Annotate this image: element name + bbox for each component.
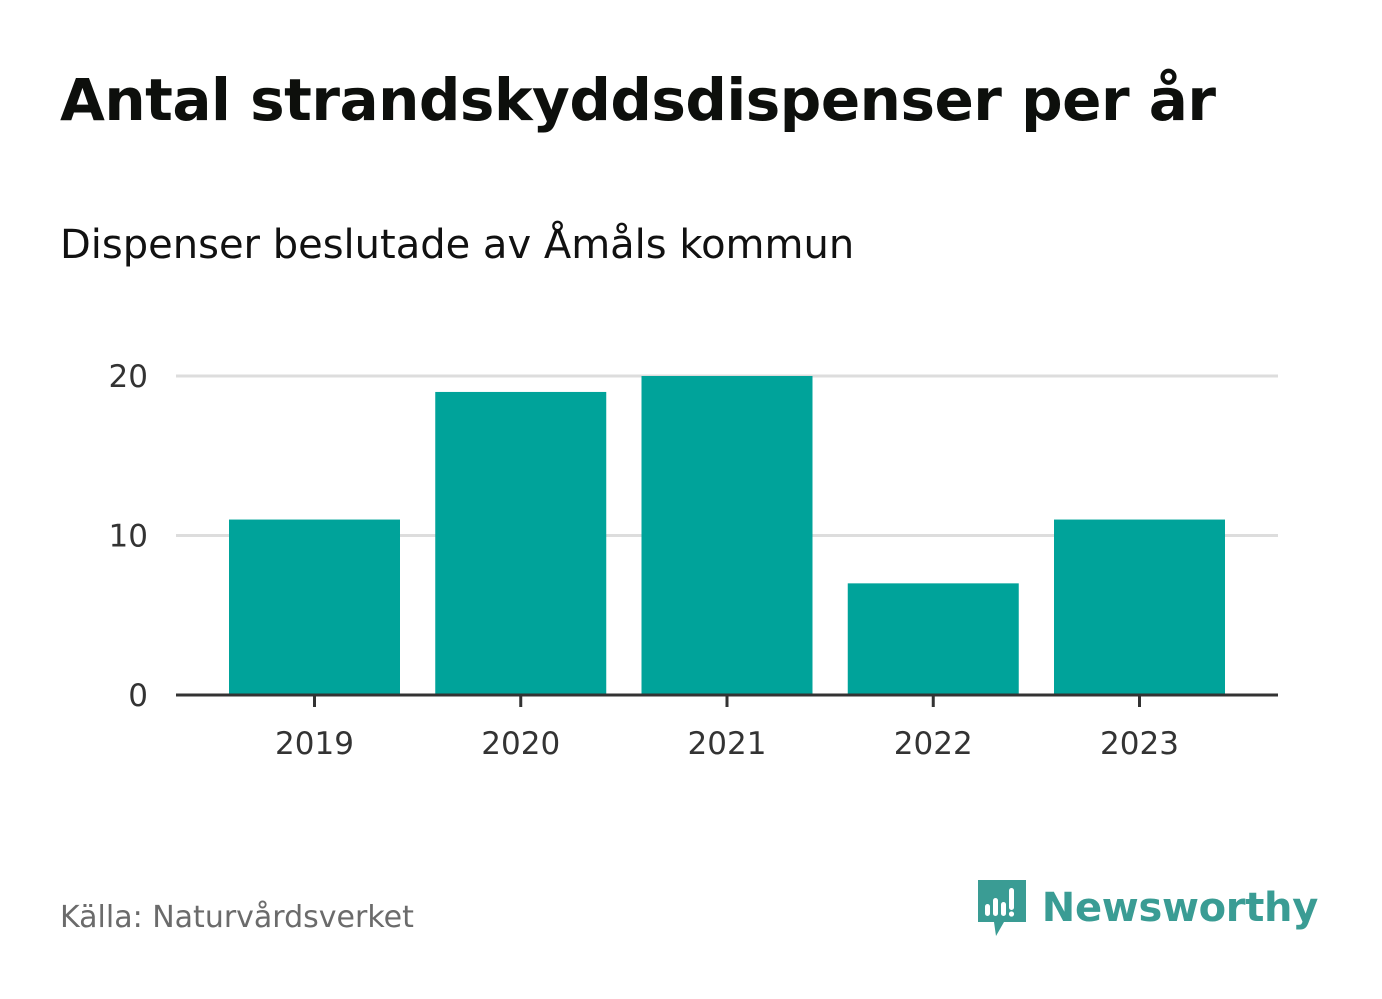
x-tick-label-2020: 2020: [481, 726, 560, 762]
chart-title: Antal strandskyddsdispenser per år: [60, 66, 1216, 134]
bar-2022: [847, 583, 1019, 695]
x-axis: [176, 693, 1278, 707]
y-tick-label-0: 0: [128, 678, 148, 714]
x-tick-label-2023: 2023: [1100, 726, 1179, 762]
y-tick-label-10: 10: [109, 519, 148, 555]
y-tick-label-20: 20: [109, 359, 148, 395]
chart-subtitle: Dispenser beslutade av Åmåls kommun: [60, 222, 855, 268]
source-note: Källa: Naturvårdsverket: [60, 900, 414, 935]
y-axis-tick-labels: 0 10 20: [109, 359, 148, 714]
bars: [229, 376, 1225, 695]
bar-2020: [435, 391, 607, 695]
x-tick-label-2022: 2022: [894, 726, 973, 762]
brand-name: Newsworthy: [1041, 885, 1319, 931]
bar-2023: [1054, 519, 1225, 695]
brand-logo: Newsworthy: [976, 878, 1318, 938]
x-tick-label-2021: 2021: [688, 726, 767, 762]
newsworthy-logo-icon: [977, 880, 1026, 936]
bar-2021: [641, 376, 813, 695]
x-tick-label-2019: 2019: [275, 726, 354, 762]
bar-2019: [229, 519, 400, 695]
x-axis-tick-labels: 2019 2020 2021 2022 2023: [275, 726, 1179, 762]
